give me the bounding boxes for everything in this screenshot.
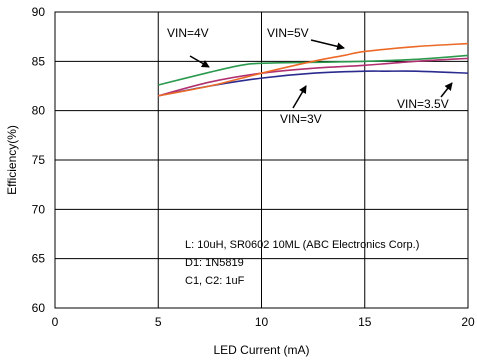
- annotation-vin-3-5v: VIN=3.5V: [397, 97, 449, 111]
- grid-lines: [55, 12, 468, 308]
- y-tick-label: 75: [32, 153, 46, 167]
- series-line-vin-3-5v: [158, 57, 469, 97]
- note-diode: D1: 1N5819: [185, 257, 244, 269]
- note-capacitors: C1, C2: 1uF: [185, 275, 245, 287]
- x-axis-label: LED Current (mA): [213, 343, 309, 357]
- x-tick-label: 15: [358, 315, 372, 329]
- note-inductor: L: 10uH, SR0602 10ML (ABC Electronics Co…: [185, 239, 419, 251]
- annotation-arrow: [440, 82, 453, 98]
- y-tick-label: 70: [32, 202, 46, 216]
- annotation-vin-3v: VIN=3V: [280, 112, 322, 126]
- series-line-vin-5v: [158, 42, 469, 97]
- annotation-arrow: [292, 85, 307, 109]
- x-tick-label: 10: [255, 315, 269, 329]
- y-tick-label: 60: [32, 301, 46, 315]
- series-layer: [158, 42, 469, 97]
- y-axis-label: Efficiency(%): [5, 125, 19, 195]
- y-tick-label: 80: [32, 104, 46, 118]
- x-tick-label: 0: [52, 315, 59, 329]
- annotation-vin-4v: VIN=4V: [167, 26, 209, 40]
- plot-frame: [54, 11, 469, 309]
- annotation-vin-5v: VIN=5V: [267, 26, 309, 40]
- annotation-arrow: [310, 39, 345, 51]
- tick-labels: 0 5 10 15 20 60 65 70 75 80 85 90: [32, 5, 475, 329]
- x-tick-label: 5: [155, 315, 162, 329]
- annotation-arrow: [189, 55, 210, 68]
- y-tick-label: 65: [32, 252, 46, 266]
- annotations: VIN=4V VIN=5V VIN=3V VIN=3.5V: [167, 26, 453, 126]
- y-tick-label: 90: [32, 5, 46, 19]
- y-tick-label: 85: [32, 54, 46, 68]
- x-tick-label: 20: [461, 315, 475, 329]
- series-line-vin-4v: [158, 54, 469, 86]
